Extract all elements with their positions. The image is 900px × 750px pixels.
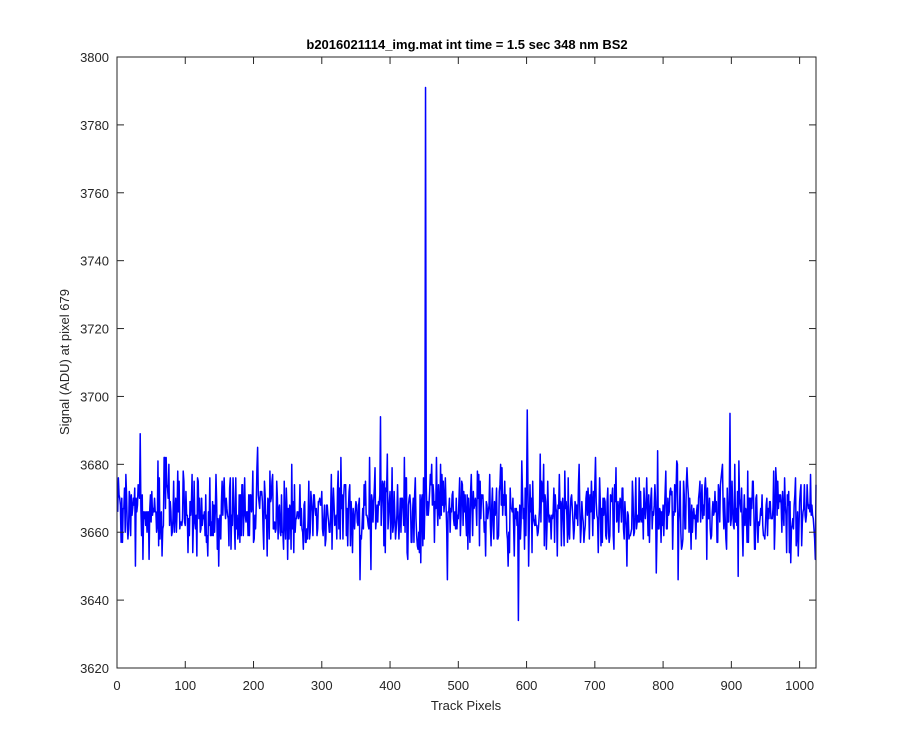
x-tick-label: 600 (516, 678, 538, 693)
signal-series-line (116, 86, 817, 622)
x-axis: 0 100 200 300 400 500 600 700 800 900 1000 (113, 57, 814, 693)
y-tick-label: 3780 (80, 118, 109, 133)
y-tick-label: 3620 (80, 661, 109, 676)
x-tick-label: 700 (584, 678, 606, 693)
y-tick-label: 3640 (80, 593, 109, 608)
series-layer (116, 86, 817, 622)
chart-title: b2016021114_img.mat int time = 1.5 sec 3… (306, 37, 627, 52)
plot-area[interactable] (117, 57, 816, 668)
axes-box (116, 56, 817, 669)
x-tick-label: 400 (379, 678, 401, 693)
y-axis-label: Signal (ADU) at pixel 679 (57, 289, 72, 435)
x-tick-label: 900 (721, 678, 743, 693)
x-tick-label: 500 (447, 678, 469, 693)
y-axis: 3620 3640 3660 3680 3700 3720 3740 3760 3780 3800 (80, 50, 816, 676)
x-tick-label: 200 (243, 678, 265, 693)
x-tick-label: 1000 (785, 678, 814, 693)
x-tick-label: 300 (311, 678, 333, 693)
y-tick-label: 3740 (80, 254, 109, 269)
y-tick-label: 3760 (80, 186, 109, 201)
x-axis-label: Track Pixels (431, 698, 502, 713)
y-tick-label: 3800 (80, 50, 109, 65)
y-tick-label: 3720 (80, 322, 109, 337)
y-tick-label: 3660 (80, 525, 109, 540)
y-tick-label: 3680 (80, 457, 109, 472)
x-tick-label: 100 (174, 678, 196, 693)
x-tick-label: 800 (652, 678, 674, 693)
x-tick-label: 0 (113, 678, 120, 693)
y-tick-label: 3700 (80, 389, 109, 404)
